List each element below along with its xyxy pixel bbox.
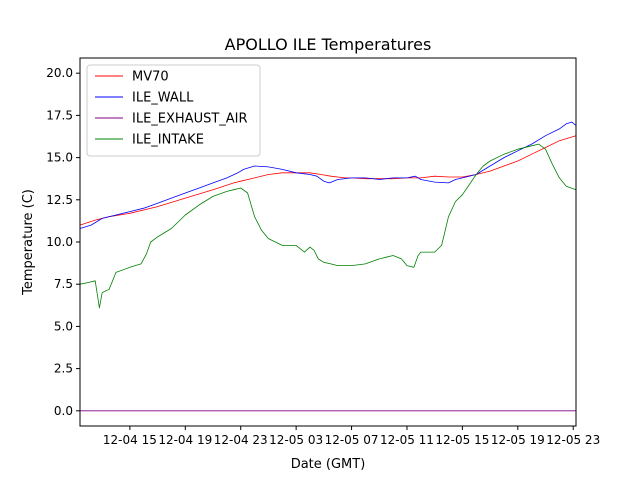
y-tick-label: 2.5 (54, 362, 73, 376)
y-tick-label: 7.5 (54, 277, 73, 291)
plot-frame (79, 57, 577, 427)
series-lines (79, 121, 577, 412)
y-tick-label: 10.0 (46, 235, 73, 249)
chart-title: APOLLO ILE Temperatures (225, 35, 432, 54)
y-tick-label: 17.5 (46, 108, 73, 122)
y-tick-label: 5.0 (54, 319, 73, 333)
x-axis-label: Date (GMT) (291, 457, 366, 472)
y-tick-label: 15.0 (46, 151, 73, 165)
y-tick-label: 20.0 (46, 66, 73, 80)
x-tick-label: 12-05 23 (546, 433, 600, 447)
legend-label: ILE_INTAKE (132, 133, 204, 148)
legend-label: MV70 (132, 70, 169, 85)
x-tick-label: 12-05 19 (491, 433, 545, 447)
legend-box (86, 64, 261, 157)
y-axis-ticks: 0.0 2.5 5.0 7.5 10.0 12.5 15.0 17.5 20.0 (46, 66, 80, 418)
x-tick-label: 12-05 11 (380, 433, 434, 447)
y-tick-label: 12.5 (46, 193, 73, 207)
series-line-ile-wall (79, 121, 577, 229)
x-axis-ticks: 12-04 15 12-04 19 12-04 23 12-05 03 12-05 07… (103, 426, 600, 447)
x-tick-label: 12-04 15 (103, 433, 157, 447)
y-axis-label: Temperature (C) (21, 189, 36, 296)
x-tick-label: 12-04 19 (158, 433, 212, 447)
x-tick-label: 12-05 15 (435, 433, 489, 447)
series-line-ile-intake (79, 143, 577, 309)
x-tick-label: 12-04 23 (214, 433, 268, 447)
legend-label: ILE_EXHAUST_AIR (132, 112, 248, 127)
x-tick-label: 12-05 07 (325, 433, 379, 447)
legend: MV70 ILE_WALL ILE_EXHAUST_AIR ILE_INTAKE (86, 64, 261, 157)
x-tick-label: 12-05 03 (269, 433, 323, 447)
series-line-mv70 (79, 135, 577, 226)
y-tick-label: 0.0 (54, 404, 73, 418)
legend-label: ILE_WALL (132, 91, 194, 106)
